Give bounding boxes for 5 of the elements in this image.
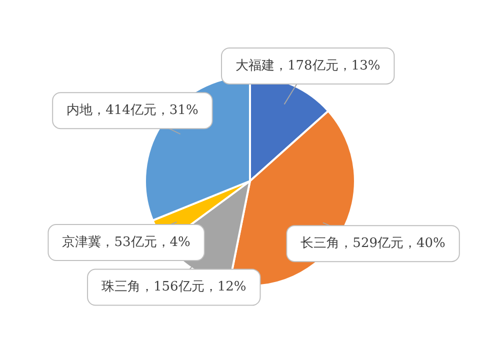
slice-label: 内地，414亿元，31%: [66, 102, 198, 118]
slice-label: 大福建，178亿元，13%: [236, 58, 380, 74]
slice-label: 长三角，529亿元，40%: [300, 236, 446, 251]
slice-label: 京津冀，53亿元，4%: [62, 234, 190, 250]
slice-label: 珠三角，156亿元，12%: [102, 280, 246, 295]
